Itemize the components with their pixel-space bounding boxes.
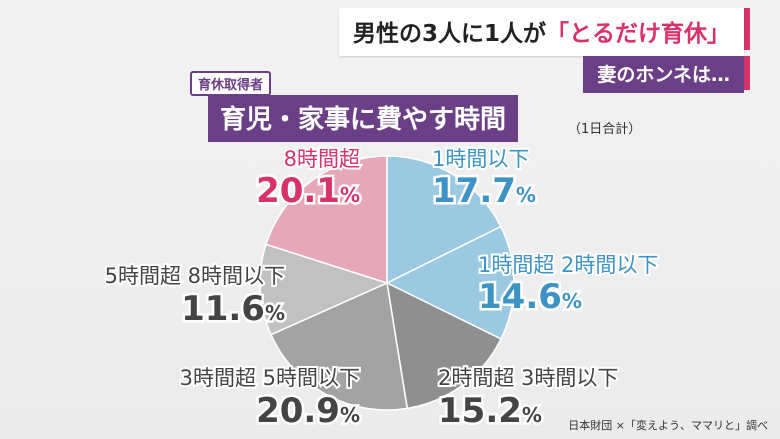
pie-slice — [265, 155, 388, 285]
source-credit: 日本財団 ×「変えよう、ママリと」調べ — [568, 419, 768, 432]
slice-value: 17.7% — [432, 171, 536, 211]
slice-value: 14.6% — [478, 277, 582, 317]
headline: 男性の3人に1人が「とるだけ育休」 — [338, 8, 744, 56]
subheadline-accent-bar — [744, 56, 750, 90]
headline-text: 男性の3人に1人が — [352, 21, 546, 47]
pie-slice — [269, 281, 409, 411]
chart-note: （1日合計） — [568, 122, 642, 137]
slice-unit: % — [340, 403, 360, 427]
subheadline: 妻のホンネは… — [583, 56, 744, 93]
pie-slice — [259, 243, 390, 336]
slice-unit: % — [562, 289, 582, 313]
slice-label: 1時間以下 — [432, 147, 529, 171]
slice-unit: % — [516, 183, 536, 207]
headline-accent-bar — [744, 8, 750, 50]
slice-label: 8時間超 — [284, 147, 360, 171]
pie-slice — [385, 225, 515, 341]
slice-unit: % — [340, 183, 360, 207]
pie-slice — [386, 281, 502, 410]
slice-unit: % — [522, 403, 542, 427]
slice-unit: % — [265, 301, 285, 325]
pie-slice — [386, 155, 502, 285]
slice-value: 15.2% — [438, 391, 542, 431]
slice-label: 3時間超 5時間以下 — [180, 366, 360, 390]
slice-label: 2時間超 3時間以下 — [438, 366, 618, 390]
headline-highlight: 「とるだけ育休」 — [546, 21, 730, 47]
chart-title: 育児・家事に費やす時間 — [208, 95, 519, 142]
slice-label: 5時間超 8時間以下 — [105, 264, 285, 288]
slice-label: 1時間超 2時間以下 — [478, 253, 658, 277]
